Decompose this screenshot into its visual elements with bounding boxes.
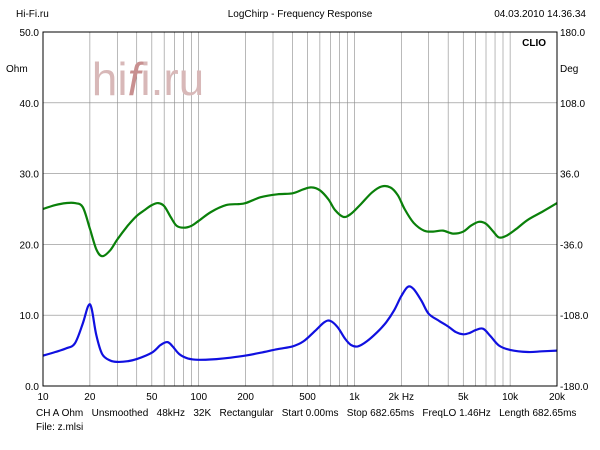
grid	[43, 32, 557, 386]
y-left-unit-label: Ohm	[6, 64, 28, 75]
setting-channel: CH A Ohm	[36, 408, 84, 419]
setting-window: Rectangular	[219, 408, 274, 419]
y-left-tick-label: 40.0	[20, 99, 40, 110]
x-tick-label: 1k	[349, 392, 361, 403]
y-left-tick-label: 50.0	[20, 28, 40, 39]
x-tick-label: 5k	[458, 392, 470, 403]
setting-fft-size: 32K	[193, 408, 212, 419]
x-tick-label: 20	[84, 392, 96, 403]
y-right-tick-label: -108.0	[560, 311, 589, 322]
y-left-tick-label: 0.0	[25, 382, 39, 393]
axes-labels: 10 20 50 100 200 500 1k 2k Hz 5k 10k 20k 0.0 10.0 20.…	[6, 28, 589, 403]
site-name: Hi-Fi.ru	[16, 9, 49, 20]
date-time: 04.03.2010 14.36.34	[494, 9, 586, 20]
x-tick-label: 100	[190, 392, 207, 403]
y-right-tick-label: -180.0	[560, 382, 589, 393]
series-phase-line	[42, 184, 558, 258]
y-right-tick-label: 180.0	[560, 28, 585, 39]
y-left-tick-label: 10.0	[20, 311, 40, 322]
plot-frame	[42, 31, 558, 387]
series-layer	[42, 184, 558, 364]
x-tick-label: 20k	[549, 392, 566, 403]
setting-freqlo: FreqLO 1.46Hz	[422, 408, 491, 419]
y-right-unit-label: Deg	[560, 64, 578, 75]
y-right-tick-label: 36.0	[560, 170, 580, 181]
x-tick-label: 50	[146, 392, 158, 403]
setting-length: Length 682.65ms	[499, 408, 577, 419]
x-tick-label: 200	[237, 392, 254, 403]
y-left-tick-label: 30.0	[20, 170, 40, 181]
setting-smoothing: Unsmoothed	[91, 408, 149, 419]
setting-samplerate: 48kHz	[156, 408, 185, 419]
file-name: File: z.mlsi	[36, 422, 84, 433]
x-tick-label: 10	[37, 392, 49, 403]
hifi-watermark-logo: hifi.ru	[92, 53, 205, 105]
setting-start: Start 0.00ms	[281, 408, 339, 419]
series-impedance-line	[42, 285, 558, 364]
x-tick-label: 10k	[502, 392, 519, 403]
chart-title: LogChirp - Frequency Response	[227, 9, 373, 20]
clio-brand: CLIO	[522, 38, 546, 49]
settings-line: CH A Ohm Unsmoothed 48kHz 32K Rectangula…	[36, 408, 576, 419]
setting-stop: Stop 682.65ms	[346, 408, 415, 419]
y-right-tick-label: 108.0	[560, 99, 585, 110]
y-right-tick-label: -36.0	[560, 240, 583, 251]
x-tick-label: 2k Hz	[389, 392, 415, 403]
y-left-tick-label: 20.0	[20, 240, 40, 251]
svg-text:hifi.ru: hifi.ru	[92, 53, 205, 105]
x-tick-label: 500	[299, 392, 316, 403]
